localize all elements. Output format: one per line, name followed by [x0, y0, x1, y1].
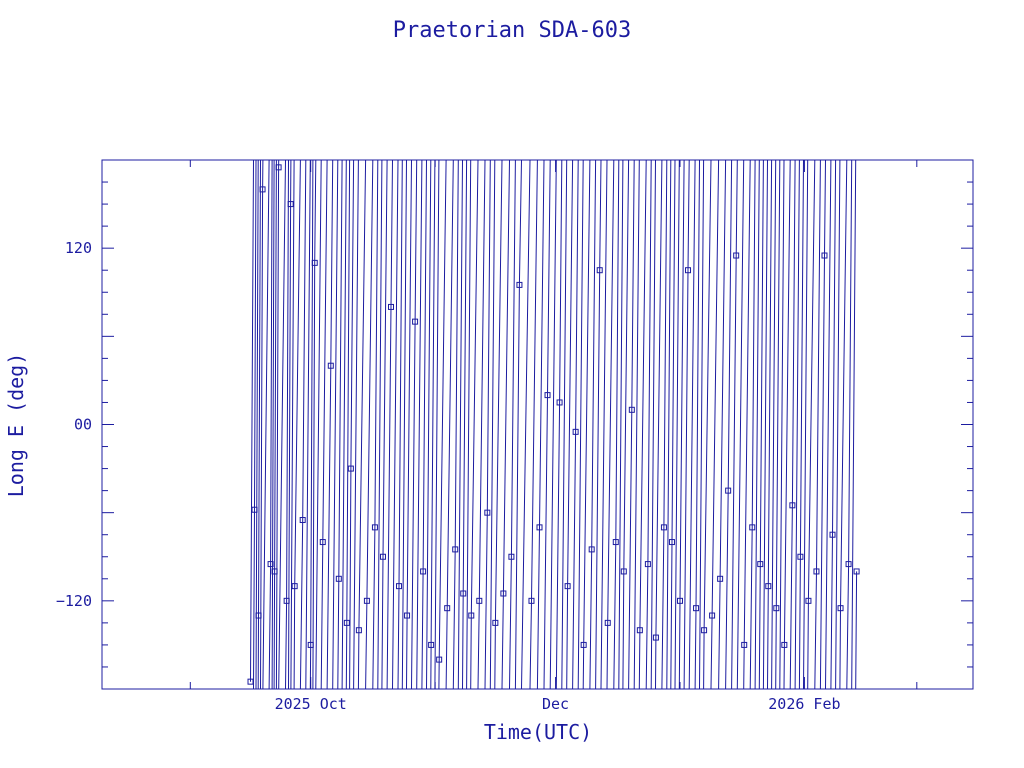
- data-point: [347, 465, 354, 472]
- data-point: [693, 605, 700, 612]
- data-point: [741, 641, 748, 648]
- data-point: [335, 575, 342, 582]
- data-point: [701, 627, 708, 634]
- data-point: [805, 597, 812, 604]
- data-point: [652, 634, 659, 641]
- data-point: [580, 641, 587, 648]
- data-point: [428, 641, 435, 648]
- data-point: [404, 612, 411, 619]
- data-point: [837, 605, 844, 612]
- data-point: [319, 539, 326, 546]
- data-point: [275, 164, 282, 171]
- data-point: [371, 524, 378, 531]
- data-point: [636, 627, 643, 634]
- data-point: [685, 267, 692, 274]
- data-point: [789, 502, 796, 509]
- data-point: [420, 568, 427, 575]
- data-point: [596, 267, 603, 274]
- data-point: [251, 506, 258, 513]
- data-point: [259, 186, 266, 193]
- data-point: [508, 553, 515, 560]
- data-point: [363, 597, 370, 604]
- data-point: [717, 575, 724, 582]
- data-point: [604, 619, 611, 626]
- data-point: [544, 392, 551, 399]
- data-point: [749, 524, 756, 531]
- data-point: [283, 597, 290, 604]
- data-point: [271, 568, 278, 575]
- data-point: [247, 678, 254, 685]
- data-point: [516, 281, 523, 288]
- data-point: [444, 605, 451, 612]
- chart-title: Praetorian SDA-603: [393, 18, 631, 43]
- data-point: [572, 428, 579, 435]
- data-point: [644, 561, 651, 568]
- data-point: [299, 517, 306, 524]
- y-tick-label: 00: [74, 416, 92, 434]
- data-point: [845, 561, 852, 568]
- y-tick-label: 120: [65, 239, 92, 257]
- data-point: [379, 553, 386, 560]
- plot-frame: [101, 159, 974, 690]
- data-point: [588, 546, 595, 553]
- data-point: [484, 509, 491, 516]
- data-point: [452, 546, 459, 553]
- data-point: [564, 583, 571, 590]
- data-point: [628, 406, 635, 413]
- data-point: [757, 561, 764, 568]
- data-point: [676, 597, 683, 604]
- data-point: [396, 583, 403, 590]
- data-point: [387, 303, 394, 310]
- data-point: [821, 252, 828, 259]
- data-point: [355, 627, 362, 634]
- data-point: [287, 201, 294, 208]
- data-point: [829, 531, 836, 538]
- x-axis-label: Time(UTC): [484, 720, 592, 744]
- y-axis-label: Long E (deg): [4, 353, 28, 498]
- data-point: [267, 561, 274, 568]
- data-point: [709, 612, 716, 619]
- data-point: [668, 539, 675, 546]
- data-point: [492, 619, 499, 626]
- data-point: [528, 597, 535, 604]
- data-point: [311, 259, 318, 266]
- data-point: [853, 568, 860, 575]
- data-point: [612, 539, 619, 546]
- data-point: [773, 605, 780, 612]
- data-point: [797, 553, 804, 560]
- series-line: [250, 160, 858, 689]
- data-point: [307, 641, 314, 648]
- data-point: [765, 583, 772, 590]
- data-point: [476, 597, 483, 604]
- data-point: [500, 590, 507, 597]
- x-tick-label: Dec: [542, 695, 569, 713]
- data-point: [781, 641, 788, 648]
- data-point: [327, 362, 334, 369]
- data-point: [813, 568, 820, 575]
- data-point: [460, 590, 467, 597]
- data-point: [556, 399, 563, 406]
- data-point: [660, 524, 667, 531]
- data-point: [620, 568, 627, 575]
- data-point: [468, 612, 475, 619]
- data-point: [255, 612, 262, 619]
- data-point: [291, 583, 298, 590]
- data-point: [343, 619, 350, 626]
- x-tick-label: 2025 Oct: [275, 695, 347, 713]
- data-point: [725, 487, 732, 494]
- data-point: [412, 318, 419, 325]
- data-point: [436, 656, 443, 663]
- data-point: [733, 252, 740, 259]
- x-tick-label: 2026 Feb: [768, 695, 840, 713]
- data-point: [536, 524, 543, 531]
- y-tick-label: −120: [56, 592, 92, 610]
